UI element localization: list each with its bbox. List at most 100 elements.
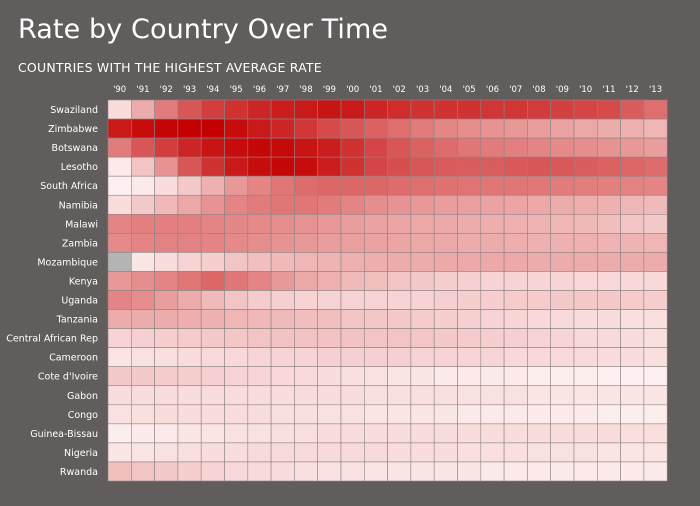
heatmap-cell: [643, 118, 668, 139]
heatmap-cell: [503, 233, 528, 253]
heatmap-cell: [177, 423, 202, 444]
heatmap-cell: [433, 118, 458, 139]
x-tick-label: '97: [276, 85, 289, 95]
heatmap-cell: [387, 366, 412, 387]
heatmap-cell: [131, 156, 155, 177]
heatmap-cell: [643, 99, 668, 120]
x-tick-label: '99: [323, 85, 336, 95]
heatmap-cell: [200, 366, 225, 387]
x-tick-label: '10: [579, 85, 592, 95]
heatmap-cell: [503, 461, 528, 482]
y-tick-label: Uganda: [61, 296, 98, 307]
heatmap-cell: [107, 442, 132, 463]
heatmap-cell: [340, 156, 365, 177]
heatmap-cell: [294, 423, 318, 444]
heatmap-cell: [177, 99, 202, 120]
heatmap-cell: [573, 175, 598, 196]
heatmap-cell: [363, 423, 388, 444]
heatmap-cell: [154, 290, 179, 310]
x-tick-labels: '90 '91 '92 '93 '94 '95 '96 '97 '98 '99 '00 '01 '02 '…: [113, 85, 662, 95]
heatmap-cell: [457, 404, 482, 425]
heatmap-cell: [154, 118, 179, 139]
heatmap-cell: [107, 99, 132, 120]
heatmap-cell: [643, 404, 668, 425]
heatmap-cell: [433, 156, 458, 177]
heatmap-cell: [573, 233, 598, 253]
heatmap-cell: [200, 347, 225, 367]
heatmap-cell: [480, 461, 505, 482]
heatmap-cell: [480, 328, 505, 348]
heatmap-cell: [107, 290, 132, 310]
heatmap-cell: [294, 233, 318, 253]
heatmap-cell: [643, 233, 668, 253]
heatmap-cell: [550, 461, 575, 482]
heatmap-cell: [317, 156, 342, 177]
y-tick-label: Tanzania: [56, 315, 98, 326]
heatmap-cell: [363, 137, 388, 158]
x-tick-label: '02: [393, 85, 406, 95]
heatmap-cell: [363, 214, 388, 234]
heatmap-cell: [457, 137, 482, 158]
heatmap-cell: [503, 99, 528, 120]
heatmap-cell: [200, 385, 225, 406]
heatmap-cell: [550, 214, 575, 234]
heatmap-cell: [131, 271, 155, 291]
heatmap-cell: [270, 252, 295, 272]
heatmap-cell: [363, 194, 388, 215]
heatmap-cell: [270, 442, 295, 463]
heatmap-cell: [294, 328, 318, 348]
heatmap-cell: [643, 290, 668, 310]
heatmap-cell: [410, 194, 435, 215]
heatmap-cell: [620, 328, 645, 348]
heatmap-cell: [550, 118, 575, 139]
x-tick-label: '91: [136, 85, 149, 95]
heatmap-cell: [410, 423, 435, 444]
heatmap-cell: [363, 442, 388, 463]
x-tick-label: '90: [113, 85, 126, 95]
heatmap-cell: [550, 385, 575, 406]
heatmap-cell: [363, 175, 388, 196]
heatmap-cell: [433, 347, 458, 367]
heatmap-cell: [340, 404, 365, 425]
x-tick-label: '11: [602, 85, 615, 95]
heatmap-cell: [596, 442, 621, 463]
heatmap-cell: [131, 442, 155, 463]
heatmap-cell: [200, 442, 225, 463]
heatmap-cell: [596, 99, 621, 120]
heatmap-cell: [317, 423, 342, 444]
heatmap-cell: [457, 252, 482, 272]
heatmap-cell: [550, 347, 575, 367]
heatmap-cell: [596, 309, 621, 329]
heatmap-cell: [387, 252, 412, 272]
heatmap-cell: [387, 137, 412, 158]
heatmap-cell: [177, 118, 202, 139]
heatmap-cell: [107, 194, 132, 215]
heatmap-cell: [177, 461, 202, 482]
heatmap-cell: [131, 137, 155, 158]
heatmap-cell: [643, 347, 668, 367]
heatmap-cell: [387, 99, 412, 120]
heatmap-cell: [573, 404, 598, 425]
heatmap-cell: [387, 385, 412, 406]
heatmap-cell: [480, 175, 505, 196]
heatmap-cell: [224, 271, 249, 291]
chart-title: Rate by Country Over Time: [18, 14, 389, 45]
heatmap-cell: [131, 366, 155, 387]
x-tick-label: '07: [509, 85, 522, 95]
heatmap-cell: [550, 233, 575, 253]
heatmap-cell: [340, 442, 365, 463]
heatmap-cell: [433, 271, 458, 291]
heatmap-cell: [224, 328, 249, 348]
heatmap-cell: [527, 385, 552, 406]
heatmap-cell: [596, 214, 621, 234]
heatmap-cell: [224, 404, 249, 425]
heatmap-cell: [224, 214, 249, 234]
heatmap-cell: [503, 137, 528, 158]
x-tick-label: '08: [532, 85, 545, 95]
heatmap-cell: [247, 461, 272, 482]
heatmap-cell: [200, 156, 225, 177]
heatmap-cell: [200, 461, 225, 482]
heatmap-cell: [410, 404, 435, 425]
heatmap-cell: [527, 423, 552, 444]
heatmap-cell: [224, 442, 249, 463]
